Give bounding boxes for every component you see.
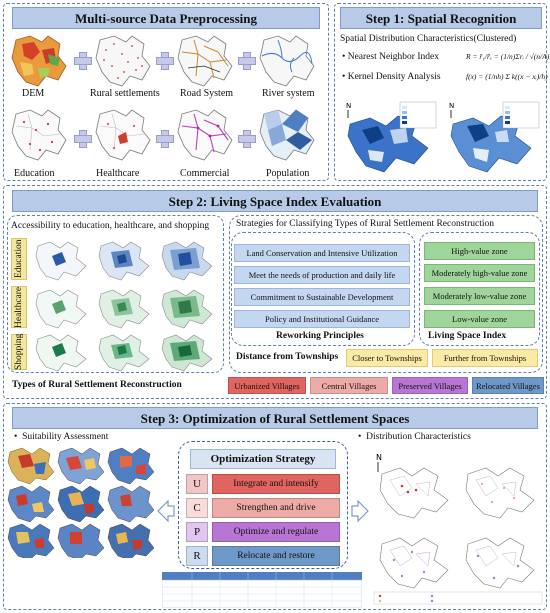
strategy-text: Optimize and regulate <box>212 522 340 542</box>
distance-label: Distance from Townships <box>236 352 339 362</box>
suitability-label: • Suitability Assessment <box>14 432 109 442</box>
step1-panel <box>334 3 547 181</box>
kernel-density-label: • Kernel Density Analysis <box>342 72 441 82</box>
distribution-label: • Distribution Characteristics <box>358 432 471 442</box>
healthcare-label: Healthcare <box>96 168 140 179</box>
healthcare-map <box>95 109 151 161</box>
nn-index-label: • Nearest Neighbor Index <box>342 52 439 62</box>
strategies-title: Strategies for Classifying Types of Rura… <box>236 219 494 229</box>
further-from-townships: Further from Townships <box>432 349 538 367</box>
type-preserved: Preserved Villages <box>392 377 468 394</box>
plus-icon <box>156 52 174 70</box>
commercial-label: Commercial <box>180 168 230 179</box>
svg-text:N: N <box>346 102 351 110</box>
population-map <box>259 109 315 161</box>
step2-panel <box>3 185 547 399</box>
plus-icon <box>74 52 92 70</box>
access-map-shop-2 <box>98 334 150 372</box>
svg-text:N: N <box>449 102 454 110</box>
commercial-map <box>177 109 233 161</box>
access-map-edu-2 <box>98 241 150 281</box>
zone-low: Low-value zone <box>424 310 535 328</box>
strategy-row-r: R Relocate and restore <box>186 546 340 566</box>
strategy-row-c: C Strengthen and drive <box>186 498 340 518</box>
accessibility-title: Accessibility to education, healthcare, … <box>11 221 210 231</box>
nn-index-formula: R = r̄₁/r̄ₑ = (1/n)Σrᵢ / √(n/A) <box>466 52 550 61</box>
accessibility-panel <box>7 215 224 373</box>
tab-education: Education <box>11 238 27 280</box>
plus-icon <box>238 130 256 148</box>
tab-healthcare: Healthcare <box>11 286 27 328</box>
tab-shopping: Shopping <box>11 334 27 370</box>
plus-icon <box>74 130 92 148</box>
step3-title: Step 3: Optimization of Rural Settlement… <box>12 407 538 429</box>
step1-subtitle: Spatial Distribution Characteristics(Clu… <box>340 34 517 44</box>
strategy-list: U Integrate and intensify C Strengthen a… <box>186 474 340 566</box>
access-map-shop-1 <box>35 334 87 372</box>
kernel-density-map-right: N <box>449 101 540 173</box>
principle-3: Commitment to Sustainable Development <box>234 288 410 306</box>
statistics-table <box>162 572 362 608</box>
step1-title: Step 1: Spatial Recognition <box>340 7 542 29</box>
plus-icon <box>156 130 174 148</box>
kernel-density-formula: f(x) = (1/nh) Σ k((x − xᵢ)/h) <box>466 72 548 81</box>
zones-panel <box>419 232 540 346</box>
zone-moderately-low: Moderately low-value zone <box>424 287 535 305</box>
distribution-maps: N <box>373 453 543 605</box>
strategy-row-u: U Integrate and intensify <box>186 474 340 494</box>
strategies-panel <box>229 215 543 373</box>
access-map-health-1 <box>35 289 87 329</box>
strategy-letter: R <box>186 546 208 566</box>
zone-moderately-high: Moderately high-value zone <box>424 264 535 282</box>
suitability-maps <box>7 447 154 558</box>
type-urbanized: Urbanized Villages <box>228 377 306 394</box>
strategy-text: Relocate and restore <box>212 546 340 566</box>
population-label: Population <box>266 168 310 179</box>
strategy-letter: C <box>186 498 208 518</box>
strategy-letter: P <box>186 522 208 542</box>
preprocessing-title: Multi-source Data Preprocessing <box>12 7 320 29</box>
step2-title: Step 2: Living Space Index Evaluation <box>12 190 538 212</box>
principle-1: Land Conservation and Intensive Utilizat… <box>234 244 410 262</box>
strategy-text: Integrate and intensify <box>212 474 340 494</box>
education-map <box>11 109 67 161</box>
kernel-density-map-left: N <box>346 101 437 173</box>
dem-map <box>11 35 67 87</box>
rural-settlements-map <box>95 35 151 87</box>
strategy-row-p: P Optimize and regulate <box>186 522 340 542</box>
plus-icon <box>238 52 256 70</box>
optimization-strategy-panel <box>178 441 348 569</box>
river-system-label: River system <box>262 88 315 99</box>
access-map-edu-1 <box>35 241 87 281</box>
type-central: Central Villages <box>310 377 388 394</box>
optimization-strategy-title: Optimization Strategy <box>190 449 336 469</box>
principle-4: Policy and Institutional Guidance <box>234 310 410 328</box>
strategy-text: Strengthen and drive <box>212 498 340 518</box>
arrow-right-icon <box>351 499 369 523</box>
zone-high: High-value zone <box>424 242 535 260</box>
step3-panel <box>3 403 547 610</box>
strategy-letter: U <box>186 474 208 494</box>
arrow-left-icon <box>157 499 175 523</box>
principle-2: Meet the needs of production and daily l… <box>234 266 410 284</box>
rural-settlements-label: Rural settlements <box>90 88 160 99</box>
river-system-map <box>259 35 315 87</box>
access-map-shop-3 <box>161 334 213 372</box>
svg-text:N: N <box>376 453 382 462</box>
dem-label: DEM <box>22 88 45 99</box>
education-label: Education <box>14 168 55 179</box>
road-system-label: Road System <box>180 88 234 99</box>
principles-label: Reworking Principles <box>276 331 364 341</box>
access-map-health-2 <box>98 289 150 329</box>
road-system-map <box>177 35 233 87</box>
types-label: Types of Rural Settlement Reconstruction <box>12 380 182 390</box>
type-relocated: Relocated Villages <box>472 377 544 394</box>
principles-panel <box>231 232 415 346</box>
zones-label: Living Space Index <box>428 331 507 341</box>
preprocessing-panel <box>3 3 329 181</box>
access-map-edu-3 <box>161 241 213 281</box>
closer-to-townships: Closer to Townships <box>346 349 428 367</box>
access-map-health-3 <box>161 289 213 329</box>
